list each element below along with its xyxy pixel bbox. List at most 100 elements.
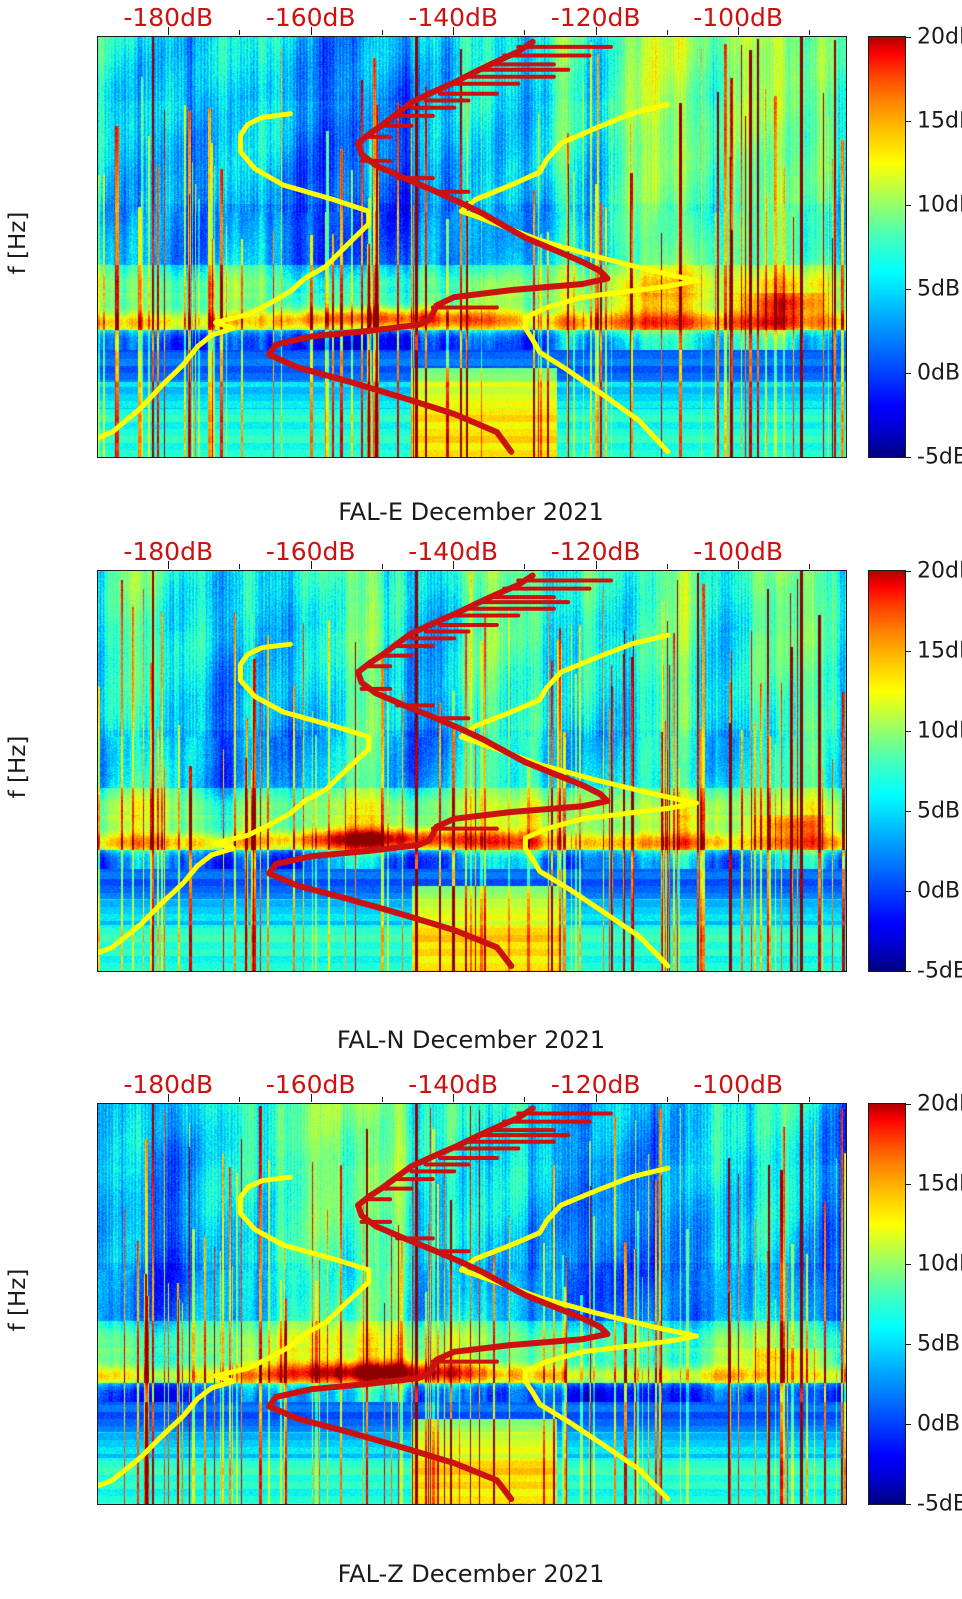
y-axis-minor-tick bbox=[97, 242, 98, 243]
y-axis-minor-tick bbox=[97, 60, 98, 61]
y-axis-minor-tick bbox=[97, 1279, 98, 1280]
y-axis-minor-tick bbox=[97, 873, 98, 874]
spectrogram-canvas bbox=[98, 37, 846, 457]
y-axis-minor-tick bbox=[97, 746, 98, 747]
x-axis-tick bbox=[629, 457, 630, 458]
y-axis-minor-tick bbox=[97, 661, 98, 662]
top-db-axis-n: -180dB -160dB -140dB -120dB -100dB bbox=[97, 539, 847, 569]
y-axis-tick bbox=[97, 1465, 98, 1466]
top-db-minor-tick bbox=[381, 30, 383, 35]
x-axis-tick bbox=[629, 1504, 630, 1505]
colorbar-tick bbox=[905, 1344, 911, 1345]
x-axis-tick bbox=[581, 971, 582, 972]
colorbar-tick-label: -5dB bbox=[917, 1491, 962, 1517]
x-axis-tick bbox=[774, 1504, 775, 1505]
y-axis-minor-tick bbox=[97, 903, 98, 904]
top-db-label: -140dB bbox=[408, 1070, 499, 1099]
y-axis-minor-tick bbox=[97, 856, 98, 857]
y-axis-minor-tick bbox=[97, 1194, 98, 1195]
y-axis-minor-tick bbox=[97, 962, 98, 963]
top-db-minor-tick bbox=[666, 30, 668, 35]
colorbar-tick-label: 15dB bbox=[917, 638, 962, 664]
y-axis-minor-tick bbox=[97, 839, 98, 840]
colorbar-tick-label: 0dB bbox=[917, 878, 961, 904]
y-axis-minor-tick bbox=[97, 252, 98, 253]
colorbar-tick-label: 10dB bbox=[917, 1251, 962, 1277]
y-axis-tick bbox=[97, 639, 98, 640]
x-axis-tick bbox=[146, 971, 147, 972]
panel-title-z: FAL-Z December 2021 bbox=[337, 1560, 605, 1588]
colorbar-tick-label: 5dB bbox=[917, 1331, 961, 1357]
colorbar-tick bbox=[905, 1264, 911, 1265]
colorbar-tick bbox=[905, 205, 911, 206]
colorbar-tick-label: 20dB bbox=[917, 1091, 962, 1117]
y-axis-minor-tick bbox=[97, 113, 98, 114]
x-axis-tick bbox=[436, 971, 437, 972]
y-axis-minor-tick bbox=[97, 850, 98, 851]
y-axis-minor-tick bbox=[97, 971, 98, 972]
y-axis-minor-tick bbox=[97, 354, 98, 355]
y-axis-minor-tick bbox=[97, 457, 98, 458]
y-axis-minor-tick bbox=[97, 1406, 98, 1407]
y-axis-minor-tick bbox=[97, 1480, 98, 1481]
colorbar-e: -5dB 0dB 5dB 10dB 15dB 20dB bbox=[868, 25, 962, 470]
colorbar-tick bbox=[905, 457, 911, 458]
y-axis-minor-tick bbox=[97, 336, 98, 337]
top-db-minor-tick bbox=[239, 30, 241, 35]
top-db-minor-tick bbox=[239, 1097, 241, 1102]
top-db-label: -100dB bbox=[693, 1070, 784, 1099]
colorbar-tick bbox=[905, 121, 911, 122]
top-db-axis-e: -180dB -160dB -140dB -120dB -100dB bbox=[97, 5, 847, 35]
x-axis-tick bbox=[581, 457, 582, 458]
y-axis-tick bbox=[97, 932, 98, 933]
x-axis-tick bbox=[436, 1504, 437, 1505]
top-db-tick bbox=[168, 27, 170, 35]
y-axis-minor-tick bbox=[97, 1292, 98, 1293]
x-axis-tick bbox=[195, 971, 196, 972]
top-db-tick bbox=[310, 561, 312, 569]
y-axis-minor-tick bbox=[97, 937, 98, 938]
y-axis-minor-tick bbox=[97, 942, 98, 943]
top-db-minor-tick bbox=[524, 1097, 526, 1102]
top-db-minor-tick bbox=[809, 30, 811, 35]
y-axis-minor-tick bbox=[97, 1211, 98, 1212]
spectrogram-image bbox=[98, 37, 846, 457]
colorbar-tick bbox=[905, 1424, 911, 1425]
y-axis-minor-tick bbox=[97, 1504, 98, 1505]
x-axis-tick bbox=[532, 971, 533, 972]
y-axis-minor-tick bbox=[97, 318, 98, 319]
colorbar-tick-label: 15dB bbox=[917, 108, 962, 134]
y-axis-minor-tick bbox=[97, 131, 98, 132]
top-db-label: -160dB bbox=[265, 3, 356, 32]
x-axis-tick bbox=[195, 457, 196, 458]
x-axis-tick bbox=[725, 1504, 726, 1505]
top-db-label: -140dB bbox=[408, 537, 499, 566]
y-axis-minor-tick bbox=[97, 1299, 98, 1300]
y-axis-minor-tick bbox=[97, 805, 98, 806]
colorbar-tick bbox=[905, 1104, 911, 1105]
y-axis-minor-tick bbox=[97, 47, 98, 48]
colorbar-tick bbox=[905, 891, 911, 892]
y-axis-minor-tick bbox=[97, 954, 98, 955]
x-axis-tick bbox=[291, 971, 292, 972]
x-axis-tick bbox=[677, 971, 678, 972]
y-axis-title: f [Hz] bbox=[5, 735, 31, 799]
y-axis-minor-tick bbox=[97, 1309, 98, 1310]
x-axis-tick bbox=[484, 971, 485, 972]
y-axis-minor-tick bbox=[97, 283, 98, 284]
top-db-minor-tick bbox=[666, 564, 668, 569]
y-axis-minor-tick bbox=[97, 610, 98, 611]
y-axis-minor-tick bbox=[97, 1470, 98, 1471]
y-axis-minor-tick bbox=[97, 1475, 98, 1476]
colorbar-tick bbox=[905, 1184, 911, 1185]
top-db-minor-tick bbox=[809, 564, 811, 569]
colorbar-tick-label: -5dB bbox=[917, 444, 962, 470]
y-axis-minor-tick bbox=[97, 1383, 98, 1384]
y-axis-minor-tick bbox=[97, 1223, 98, 1224]
colorbar-tick bbox=[905, 651, 911, 652]
y-axis-minor-tick bbox=[97, 844, 98, 845]
y-axis-minor-tick bbox=[97, 690, 98, 691]
x-axis-tick bbox=[146, 457, 147, 458]
y-axis-minor-tick bbox=[97, 1321, 98, 1322]
